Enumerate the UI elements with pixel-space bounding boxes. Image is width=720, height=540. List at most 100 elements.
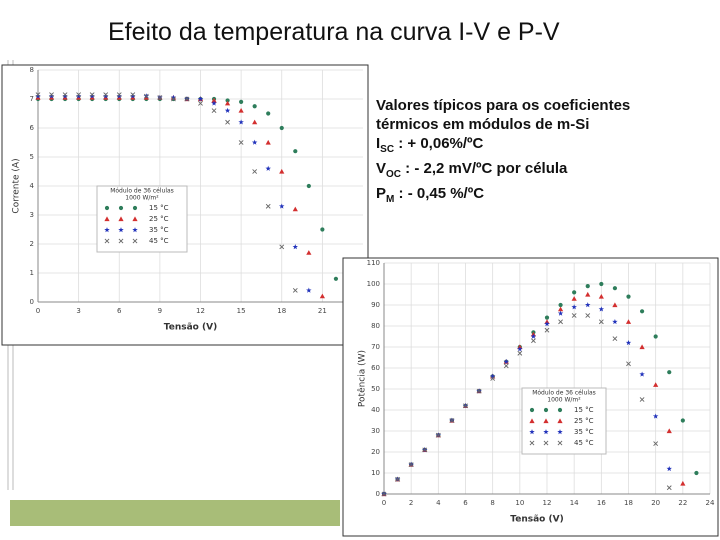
data-point [666, 428, 672, 434]
note-line: Valores típicos para os coeficientes [376, 96, 630, 115]
data-point [319, 293, 325, 299]
note-line: ISC : + 0,06%/ºC [376, 134, 630, 159]
data-point [517, 346, 523, 352]
data-point [585, 284, 590, 289]
data-point [320, 227, 325, 232]
data-point [306, 250, 312, 255]
data-point [503, 358, 509, 365]
data-point [251, 139, 258, 145]
x-tick-label: 24 [706, 499, 715, 507]
data-point [585, 302, 591, 308]
legend-label: 25 °C [149, 215, 169, 223]
data-point [585, 313, 591, 318]
note-text: M [386, 194, 395, 205]
x-axis-title: Tensão (V) [510, 515, 563, 525]
legend-marker [132, 238, 138, 244]
data-point [306, 183, 311, 189]
legend-marker [529, 407, 535, 413]
data-point [293, 149, 298, 154]
data-point [35, 92, 41, 98]
data-point [463, 403, 468, 409]
legend-marker [557, 418, 563, 424]
x-tick-label: 22 [678, 499, 687, 507]
data-point [211, 97, 217, 103]
y-tick-label: 70 [371, 343, 380, 351]
data-point [279, 244, 285, 250]
legend-box [521, 387, 607, 455]
data-point [612, 336, 618, 341]
note-text: P [376, 185, 387, 202]
note-text: Valores típicos para os coeficientes [376, 97, 631, 114]
y-tick-label: 110 [367, 259, 380, 267]
legend-label: 35 °C [574, 428, 594, 436]
data-point [639, 371, 645, 377]
note-text: V [376, 160, 387, 177]
x-tick-label: 9 [158, 307, 162, 315]
legend-marker [104, 227, 110, 233]
legend-title: 1000 W/m² [547, 397, 581, 404]
legend-label: 15 °C [574, 406, 594, 414]
data-point [143, 93, 149, 99]
y-tick-label: 0 [30, 298, 34, 306]
data-point [252, 169, 258, 174]
data-point [238, 108, 244, 113]
data-point [75, 93, 82, 99]
data-point [252, 119, 258, 125]
data-point [62, 94, 68, 100]
data-point [598, 294, 604, 299]
y-tick-label: 100 [367, 280, 380, 288]
legend-marker [557, 429, 563, 435]
y-tick-label: 90 [371, 301, 380, 309]
legend-marker [118, 216, 124, 222]
y-axis-title: Potência (W) [357, 350, 368, 407]
y-tick-label: 80 [371, 322, 380, 330]
data-point [224, 100, 231, 106]
x-tick-label: 14 [570, 499, 579, 507]
data-point [306, 287, 312, 293]
y-tick-label: 5 [30, 153, 34, 161]
data-point [279, 125, 284, 131]
data-point [48, 93, 55, 99]
x-tick-label: 12 [196, 307, 205, 315]
y-tick-label: 8 [30, 66, 34, 74]
data-point [612, 286, 618, 291]
data-point [35, 94, 41, 100]
legend-marker [132, 205, 138, 211]
data-point [653, 334, 658, 339]
data-point [116, 93, 122, 99]
data-point [211, 108, 217, 113]
note-text: I [376, 135, 381, 152]
data-point [130, 92, 136, 98]
note-line: térmicos em módulos de m-Si [376, 115, 630, 134]
y-tick-label: 2 [30, 240, 34, 248]
data-point [170, 94, 177, 100]
data-point [184, 96, 190, 102]
legend-marker [104, 238, 110, 244]
note-text: : - 2,2 mV/ºC por célula [401, 160, 568, 177]
data-point [490, 376, 496, 381]
x-axis-title: Tensão (V) [164, 323, 217, 333]
data-point [279, 203, 285, 209]
legend-title: Módulo de 36 células [532, 390, 596, 397]
data-point [76, 94, 82, 100]
data-point [612, 302, 618, 308]
legend-marker [543, 440, 549, 446]
legend-marker [118, 238, 124, 244]
data-point [224, 107, 231, 113]
legend-marker [132, 227, 138, 233]
data-point [225, 98, 230, 103]
y-tick-label: 7 [30, 95, 34, 103]
data-point [395, 476, 400, 482]
data-point [130, 94, 136, 100]
data-point [598, 306, 605, 312]
data-point [558, 302, 563, 308]
data-point [265, 139, 271, 145]
data-point [333, 276, 339, 281]
data-point [680, 418, 685, 423]
x-tick-label: 21 [318, 307, 327, 315]
data-point [292, 206, 298, 212]
data-point [265, 203, 271, 209]
data-point [103, 94, 109, 100]
data-point [49, 92, 54, 98]
data-point [35, 93, 41, 99]
